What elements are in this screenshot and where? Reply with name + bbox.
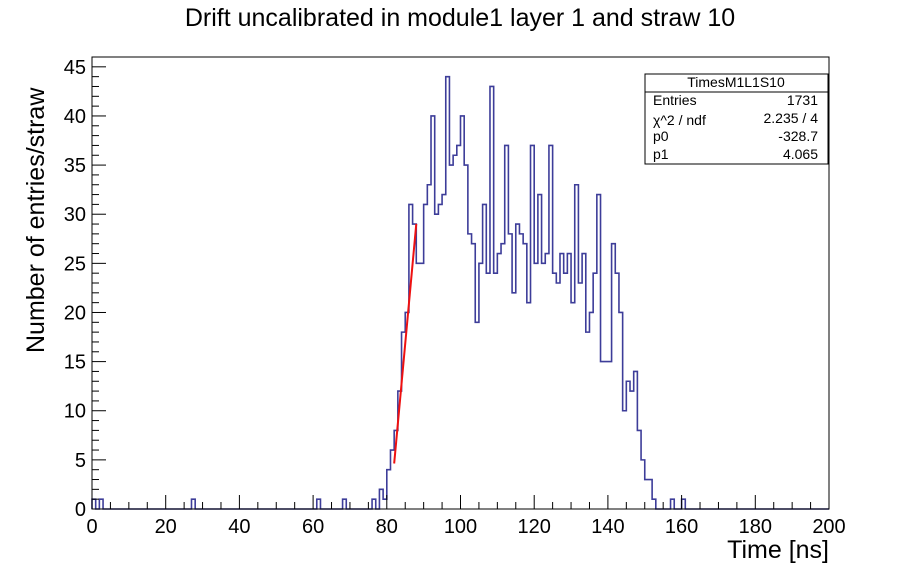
chart-title: Drift uncalibrated in module1 layer 1 an…: [185, 4, 735, 32]
stats-box-name: TimesM1L1S10: [687, 74, 785, 90]
histogram-bin: [416, 263, 420, 509]
histogram-bin: [468, 234, 472, 509]
histogram-bin: [461, 116, 465, 509]
histogram-bin: [589, 312, 593, 509]
histogram-bin: [383, 499, 387, 509]
histogram-bin: [556, 283, 560, 509]
x-tick-label: 120: [518, 516, 551, 538]
x-tick-label: 200: [812, 516, 845, 538]
y-axis-ticks: 0 5 10 15 20 25 30 35 40 45: [64, 56, 106, 521]
histogram-bin: [645, 480, 649, 509]
histogram-bin: [534, 263, 538, 509]
stats-label-p0: p0: [653, 128, 669, 144]
histogram-bin: [630, 391, 634, 509]
stats-value-p1: 4.065: [783, 146, 818, 162]
x-tick-label: 40: [228, 516, 250, 538]
y-tick-label: 25: [64, 253, 86, 275]
histogram-bin: [475, 322, 479, 509]
x-tick-label: 60: [302, 516, 324, 538]
histogram-bin: [457, 145, 461, 509]
histogram-bin: [586, 332, 590, 509]
histogram-bin: [608, 362, 612, 509]
histogram-bin: [449, 165, 453, 509]
histogram-bin: [571, 303, 575, 509]
histogram-bin: [519, 234, 523, 509]
stats-label-entries: Entries: [653, 92, 697, 108]
histogram-bin: [427, 185, 431, 509]
y-tick-label: 40: [64, 106, 86, 128]
y-tick-label: 30: [64, 204, 86, 226]
histogram-bin: [453, 155, 457, 509]
histogram-bin: [623, 411, 627, 509]
histogram-bin: [501, 244, 505, 509]
y-tick-label: 45: [64, 57, 86, 79]
x-axis-title: Time [ns]: [727, 536, 829, 564]
histogram-bin: [527, 303, 531, 509]
stats-value-entries: 1731: [787, 92, 818, 108]
y-tick-label: 10: [64, 401, 86, 423]
histogram-bin: [497, 254, 501, 509]
histogram-bin: [442, 195, 446, 509]
histogram-bin: [564, 273, 568, 509]
linear-fit-line: [393, 223, 418, 464]
y-tick-label: 5: [75, 450, 86, 472]
histogram-bin: [438, 204, 442, 509]
histogram-bin: [435, 214, 439, 509]
x-tick-label: 80: [376, 516, 398, 538]
y-tick-label: 20: [64, 302, 86, 324]
x-tick-label: 100: [444, 516, 477, 538]
y-axis-title: Number of entries/straw: [22, 87, 50, 353]
histogram-bin: [542, 263, 546, 509]
x-tick-label: 180: [739, 516, 772, 538]
fit-area: [393, 223, 418, 464]
stats-label-p1: p1: [653, 146, 669, 162]
stats-value-chi2: 2.235 / 4: [764, 110, 819, 126]
stats-value-p0: -328.7: [778, 128, 818, 144]
histogram-bin: [604, 362, 608, 509]
histogram-bin: [420, 263, 424, 509]
histogram-bin: [545, 254, 549, 509]
y-tick-label: 15: [64, 352, 86, 374]
x-tick-label: 20: [155, 516, 177, 538]
histogram-bin: [601, 362, 605, 509]
y-tick-label: 0: [75, 499, 86, 521]
histogram-bin: [486, 273, 490, 509]
x-tick-label: 0: [86, 516, 97, 538]
stats-box: TimesM1L1S10 Entries 1731 χ^2 / ndf 2.23…: [644, 73, 829, 165]
x-axis-ticks: 0 20 40 60 80 100 120 140 160 180 200: [86, 495, 846, 538]
x-tick-label: 140: [591, 516, 624, 538]
histogram-bin: [553, 273, 557, 509]
histogram-bin: [494, 273, 498, 509]
stats-label-chi2: χ^2 / ndf: [653, 112, 706, 128]
histogram-bin: [560, 254, 564, 509]
histogram-bin: [512, 293, 516, 509]
x-tick-label: 160: [665, 516, 698, 538]
y-tick-label: 35: [64, 155, 86, 177]
stats-box-frame: [644, 73, 829, 165]
histogram-bin: [578, 283, 582, 509]
